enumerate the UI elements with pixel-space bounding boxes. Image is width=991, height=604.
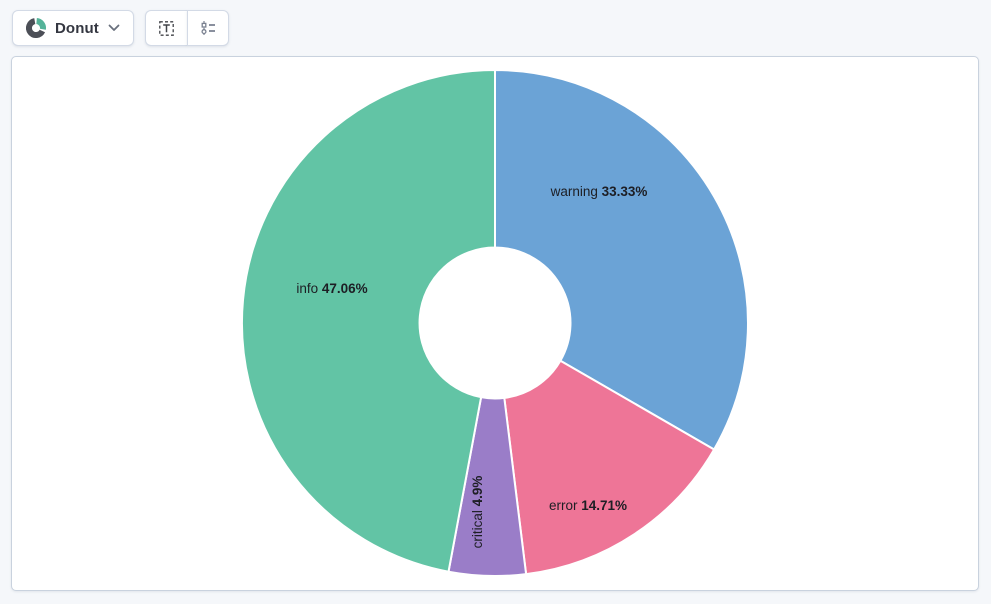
- chart-panel: warning 33.33% error 14.71% critical 4.9% i…: [11, 56, 979, 591]
- text-labels-icon: [158, 20, 175, 37]
- donut-slice-error[interactable]: [503, 359, 716, 576]
- legend-settings-button[interactable]: [186, 10, 229, 46]
- donut-slice-info[interactable]: [240, 69, 496, 573]
- slice-label-warning: warning 33.33%: [550, 184, 648, 199]
- donut-chart: warning 33.33% error 14.71% critical 4.9% i…: [240, 69, 749, 577]
- donut-slice-warning[interactable]: [494, 69, 749, 451]
- slice-label-critical: critical 4.9%: [470, 476, 485, 549]
- text-labels-button[interactable]: [144, 10, 187, 46]
- chart-type-dropdown[interactable]: Donut: [12, 10, 134, 46]
- legend-settings-icon: [199, 19, 217, 37]
- slice-label-info: info 47.06%: [296, 281, 367, 296]
- toolbar: Donut: [12, 10, 229, 46]
- donut-chart-type-icon: [26, 18, 46, 38]
- chevron-down-icon: [108, 24, 120, 32]
- chart-type-label: Donut: [55, 19, 99, 37]
- chart-toolbar-group: [144, 10, 229, 46]
- slice-label-error: error 14.71%: [549, 498, 627, 513]
